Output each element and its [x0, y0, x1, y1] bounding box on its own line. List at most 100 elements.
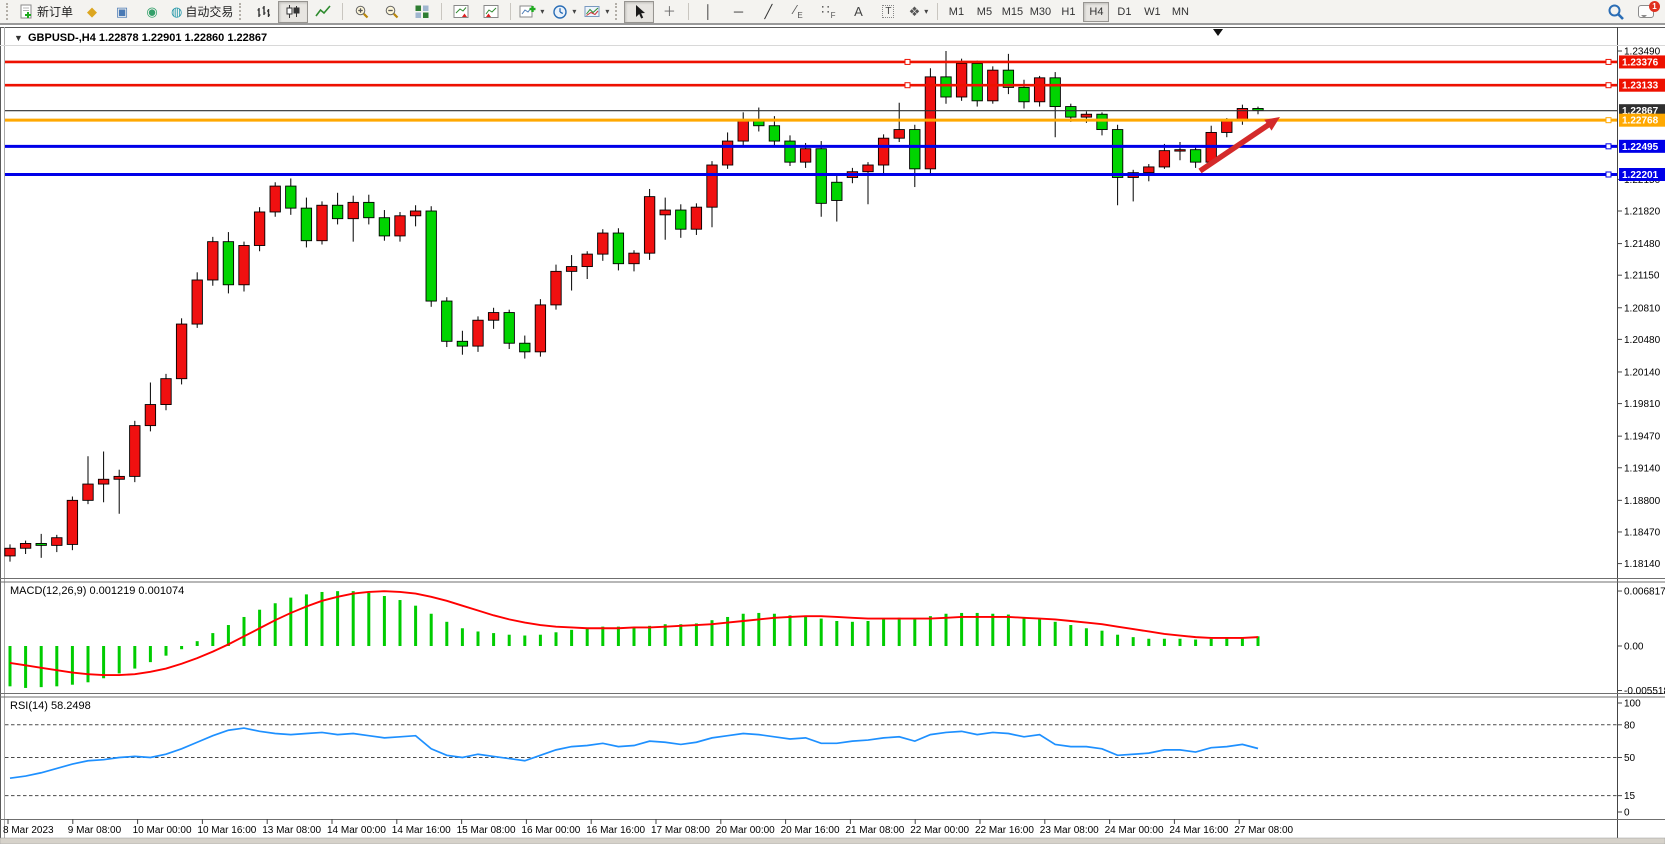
timeframe-m5-button[interactable]: M5 — [976, 5, 993, 18]
candle — [363, 201, 375, 219]
text-button[interactable]: A — [843, 1, 873, 23]
timeframe-w1-button[interactable]: W1 — [1144, 5, 1161, 18]
vertical-line-button[interactable]: │ — [693, 1, 723, 23]
date-axis-label: 24 Mar 00:00 — [1105, 825, 1164, 836]
line-handle[interactable] — [1605, 117, 1612, 124]
candle — [347, 201, 359, 220]
candle — [534, 304, 547, 353]
bar-chart-icon — [255, 4, 271, 19]
candle — [409, 210, 422, 217]
template-icon — [584, 4, 601, 19]
bullish-arrow[interactable] — [1198, 120, 1274, 174]
date-axis-label: 17 Mar 08:00 — [651, 825, 710, 836]
chart-shift-marker[interactable] — [1213, 29, 1223, 36]
rsi-axis-label: 15 — [1624, 791, 1636, 802]
candle — [581, 253, 593, 268]
line-handle[interactable] — [1605, 171, 1612, 178]
zoom-in-button[interactable] — [347, 1, 377, 23]
fibonacci-icon: ∷F — [821, 2, 836, 20]
price-line-label-box — [1619, 113, 1665, 127]
candle — [1018, 86, 1030, 103]
cursor-button[interactable] — [624, 0, 655, 23]
market-watch-button[interactable]: ▣ — [107, 1, 137, 23]
timeframe-m15-button[interactable]: M15 — [1001, 5, 1024, 18]
horizontal-line-button[interactable]: ─ — [723, 1, 753, 23]
indicator-list-button[interactable] — [476, 1, 506, 23]
add-indicator-icon — [519, 4, 536, 19]
toolbar-grip — [615, 3, 620, 20]
chart-line-button[interactable] — [308, 1, 338, 23]
search-button[interactable] — [1601, 1, 1631, 23]
autotrading-button[interactable]: ◍ 自动交易 — [167, 1, 237, 23]
channel-button[interactable]: ∕E — [783, 1, 813, 23]
price-axis-label: 1.20480 — [1624, 335, 1661, 346]
chevron-down-icon: ▾ — [572, 7, 577, 16]
candle — [768, 125, 781, 142]
candle — [1065, 106, 1077, 118]
candle — [815, 148, 827, 204]
timeframe-m30-button[interactable]: M30 — [1029, 5, 1052, 18]
candle — [269, 185, 281, 213]
price-line-label: 1.22867 — [1622, 106, 1659, 117]
chart-candles-button[interactable] — [278, 0, 309, 23]
candle — [472, 319, 484, 347]
candle — [784, 140, 796, 163]
candle — [1080, 113, 1093, 118]
globe-icon: ◍ — [171, 4, 183, 19]
order-form-icon — [19, 4, 34, 19]
candle — [550, 270, 562, 306]
line-handle[interactable] — [904, 58, 911, 65]
tile-windows-button[interactable] — [407, 1, 437, 23]
candle — [675, 209, 687, 230]
toolbar-separator — [688, 3, 690, 20]
timeframe-h4-button[interactable]: H4 — [1083, 1, 1110, 22]
candle — [113, 475, 125, 480]
templates-button[interactable]: ▾ — [580, 1, 613, 23]
zoom-in-icon — [354, 4, 370, 20]
candle — [706, 164, 718, 208]
zoom-out-button[interactable] — [377, 1, 407, 23]
navigator-button[interactable]: ◆ — [77, 1, 107, 23]
toolbar-separator — [937, 3, 939, 20]
line-handle[interactable] — [1605, 58, 1612, 65]
chat-button[interactable]: 1 — [1631, 0, 1661, 23]
candle — [238, 245, 250, 286]
candle — [207, 241, 219, 281]
arrows-button[interactable]: ❖ ▾ — [903, 1, 933, 23]
label-button[interactable]: T — [873, 1, 903, 23]
indicator-window-button[interactable] — [446, 1, 476, 23]
add-indicator-button[interactable]: ▾ — [515, 1, 548, 23]
cursor-icon — [632, 4, 646, 20]
trendline-button[interactable]: ╱ — [753, 1, 783, 23]
new-order-button[interactable]: 新订单 — [15, 1, 77, 23]
signals-button[interactable]: ◉ — [137, 1, 167, 23]
candle — [659, 209, 671, 216]
candle — [628, 252, 640, 265]
periods-button[interactable]: ▾ — [548, 1, 580, 23]
line-handle[interactable] — [1605, 82, 1612, 89]
price-axis-label: 1.23490 — [1624, 47, 1661, 58]
macd-signal-line — [9, 590, 1259, 676]
line-handle[interactable] — [904, 82, 911, 89]
crosshair-button[interactable]: ＋ — [654, 1, 684, 23]
toolbar-separator — [342, 3, 344, 20]
timeframe-mn-button[interactable]: MN — [1171, 5, 1189, 18]
date-axis-label: 13 Mar 08:00 — [262, 825, 321, 836]
candle — [82, 483, 94, 501]
candle — [1221, 120, 1233, 133]
bullish-arrow-head[interactable] — [1264, 117, 1280, 131]
timeframe-d1-button[interactable]: D1 — [1117, 5, 1132, 18]
timeframe-h1-button[interactable]: H1 — [1061, 5, 1076, 18]
candle — [799, 148, 812, 163]
candle — [1158, 150, 1171, 168]
date-axis-label: 20 Mar 00:00 — [716, 825, 775, 836]
chart-bars-button[interactable] — [248, 1, 278, 23]
candle — [1143, 166, 1155, 174]
line-handle[interactable] — [1605, 143, 1612, 150]
timeframe-m1-button[interactable]: M1 — [948, 5, 965, 18]
price-axis-label: 1.21480 — [1624, 239, 1661, 250]
candle — [597, 232, 609, 255]
candle — [955, 63, 968, 98]
fibonacci-button[interactable]: ∷F — [813, 1, 843, 23]
indicator-window-icon — [453, 4, 470, 19]
